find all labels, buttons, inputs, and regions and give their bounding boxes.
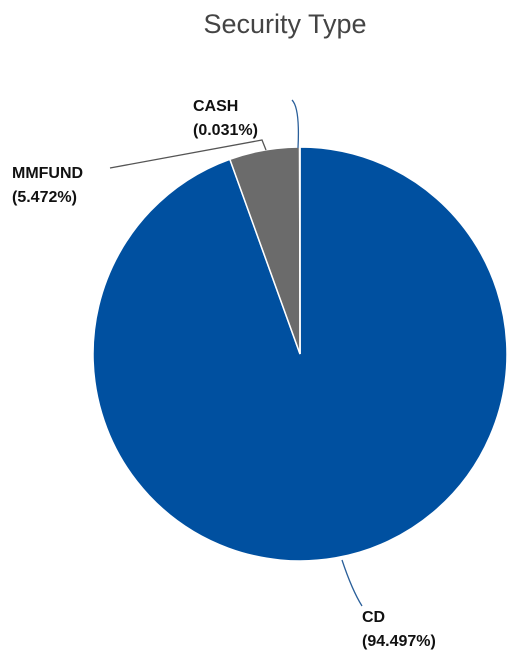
slice-label: MMFUND: [12, 165, 83, 182]
slice-value-label: (0.031%): [193, 122, 258, 139]
leader-line: [341, 559, 363, 607]
chart-title: Security Type: [203, 9, 366, 39]
leader-line: [109, 139, 267, 169]
slice-label: CASH: [193, 98, 238, 115]
slice-label: CD: [362, 609, 385, 626]
pie: [92, 146, 508, 562]
slice-value-label: (5.472%): [12, 189, 77, 206]
leader-line: [291, 99, 300, 149]
slice-value-label: (94.497%): [362, 633, 436, 650]
